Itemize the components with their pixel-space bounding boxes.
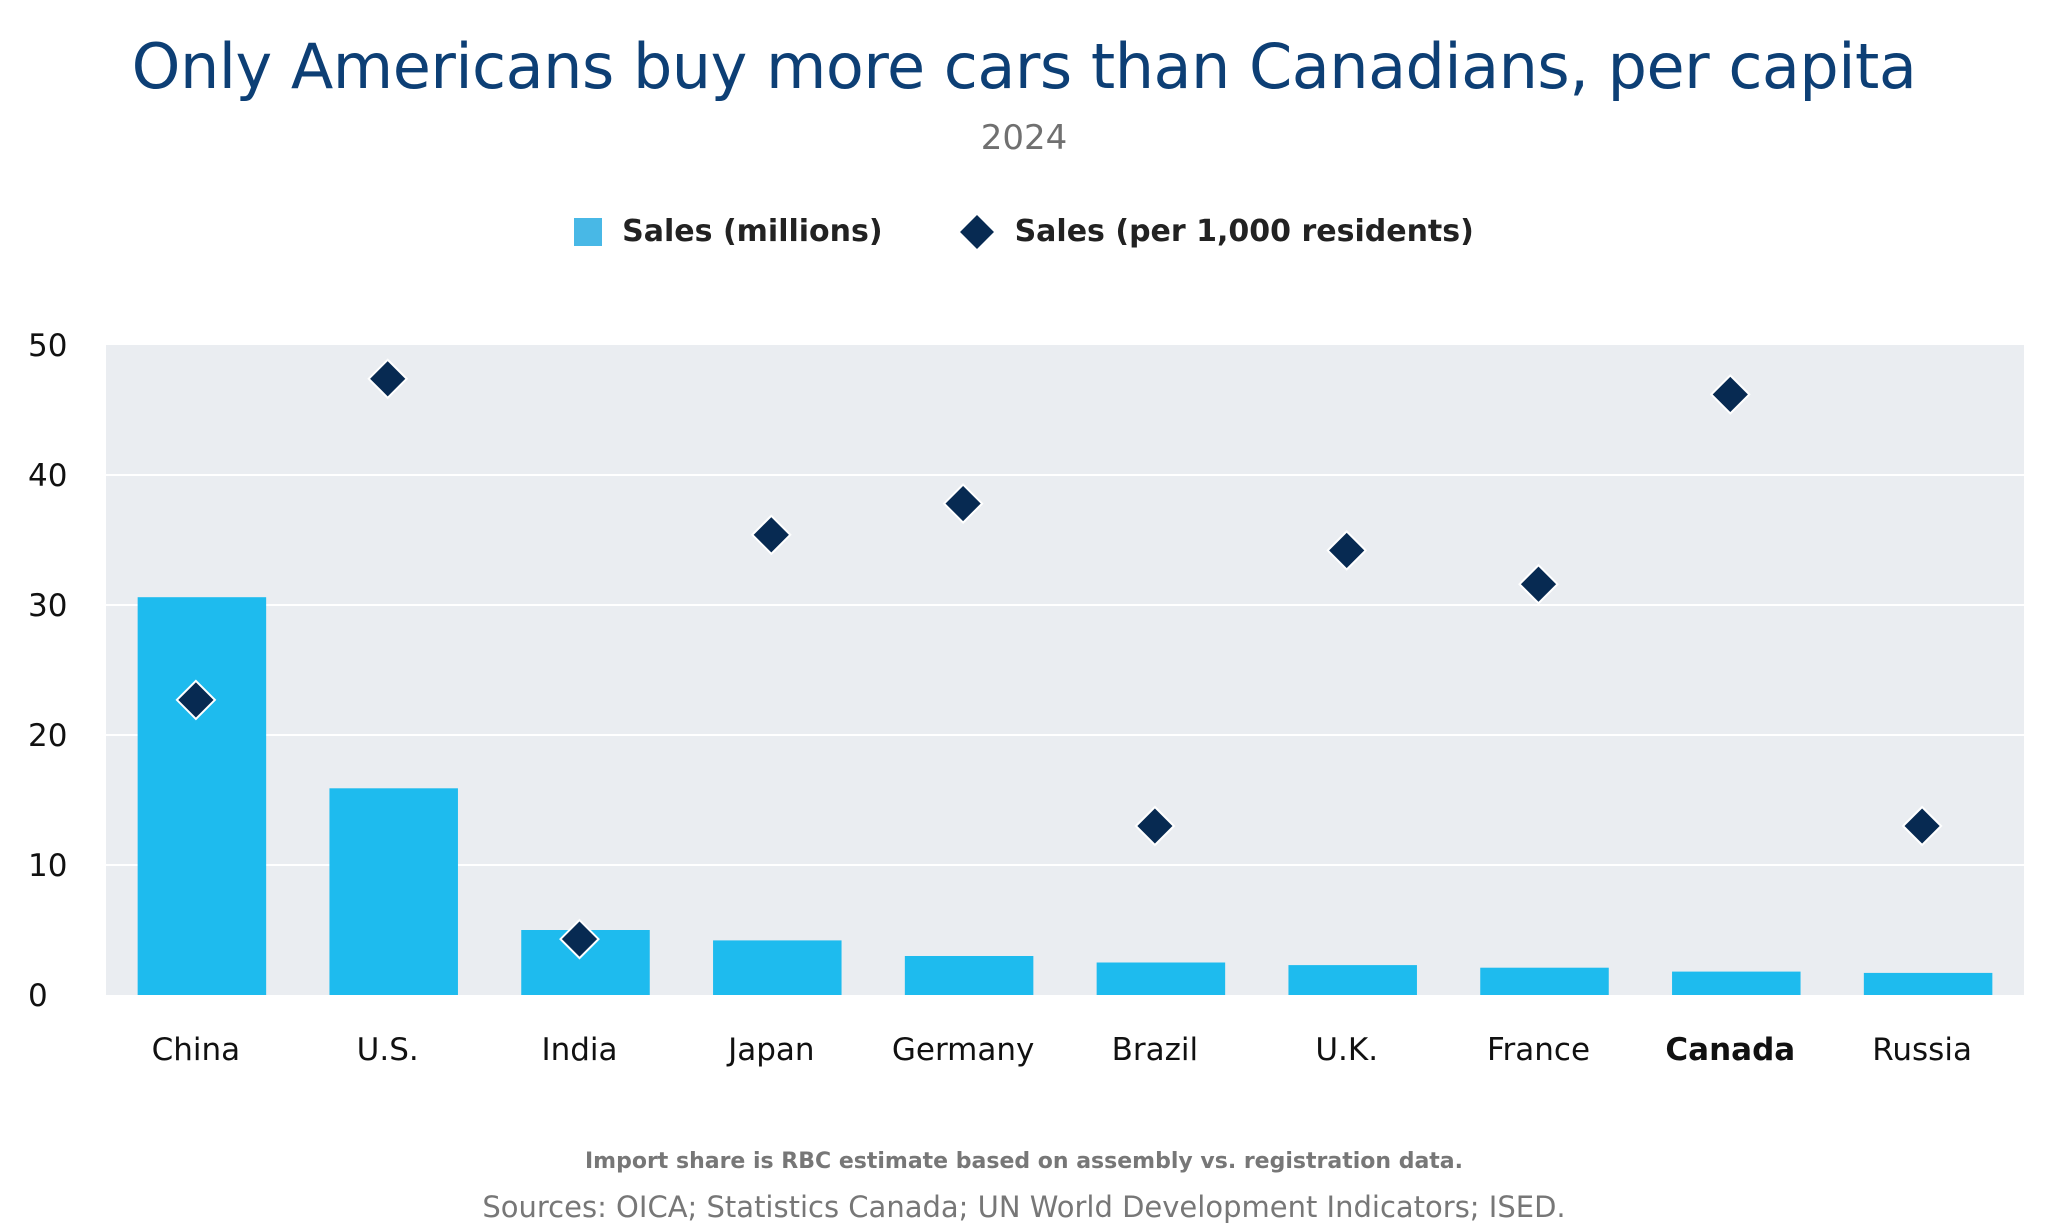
bar xyxy=(1480,967,1609,995)
bar xyxy=(1863,972,1993,995)
diamond-marker xyxy=(1134,805,1176,847)
legend: Sales (millions) Sales (per 1,000 reside… xyxy=(0,214,2048,249)
legend-label-bars: Sales (millions) xyxy=(622,214,883,249)
x-tick-label: India xyxy=(541,1032,617,1068)
footnote: Import share is RBC estimate based on as… xyxy=(584,1149,1464,1174)
y-tick-label: 40 xyxy=(28,458,67,494)
bar xyxy=(904,956,1034,995)
diamond-marker xyxy=(750,514,792,556)
diamond-marker xyxy=(1518,563,1559,605)
x-tick-label: U.S. xyxy=(357,1032,419,1068)
y-tick-label: 0 xyxy=(28,978,48,1014)
bar xyxy=(1672,971,1801,995)
y-tick-label: 50 xyxy=(28,328,67,364)
bar xyxy=(329,788,458,995)
x-tick-label: U.K. xyxy=(1315,1032,1378,1068)
legend-label-markers: Sales (per 1,000 residents) xyxy=(1014,214,1474,249)
y-tick-label: 10 xyxy=(28,848,67,884)
chart-title: Only Americans buy more cars than Canadi… xyxy=(131,30,1917,103)
bar-swatch xyxy=(574,217,603,246)
x-tick-label: France xyxy=(1487,1032,1590,1068)
bar xyxy=(1096,962,1226,995)
bar xyxy=(137,597,267,995)
diamond-marker xyxy=(1709,373,1751,415)
y-tick-label: 20 xyxy=(28,718,67,754)
chart-subtitle: 2024 xyxy=(980,118,1068,158)
diamond-marker xyxy=(1901,805,1943,847)
diamond-marker xyxy=(367,358,409,400)
diamond-marker xyxy=(942,483,984,525)
x-tick-label: Germany xyxy=(892,1032,1034,1068)
sources: Sources: OICA; Statistics Canada; UN Wor… xyxy=(482,1190,1566,1224)
diamond-marker xyxy=(559,918,600,960)
diamond-marker xyxy=(1326,529,1368,571)
legend-item-markers: Sales (per 1,000 residents) xyxy=(959,214,1474,249)
x-tick-label: Japan xyxy=(726,1032,814,1068)
diamond-marker xyxy=(175,679,217,721)
x-tick-label: Russia xyxy=(1872,1032,1972,1068)
x-tick-label: Brazil xyxy=(1112,1032,1199,1068)
legend-item-bars: Sales (millions) xyxy=(574,214,883,249)
y-tick-label: 30 xyxy=(28,588,67,624)
bar xyxy=(713,940,842,995)
x-tick-label: Canada xyxy=(1665,1032,1795,1068)
x-tick-label: China xyxy=(152,1032,241,1068)
bar xyxy=(1288,965,1417,995)
